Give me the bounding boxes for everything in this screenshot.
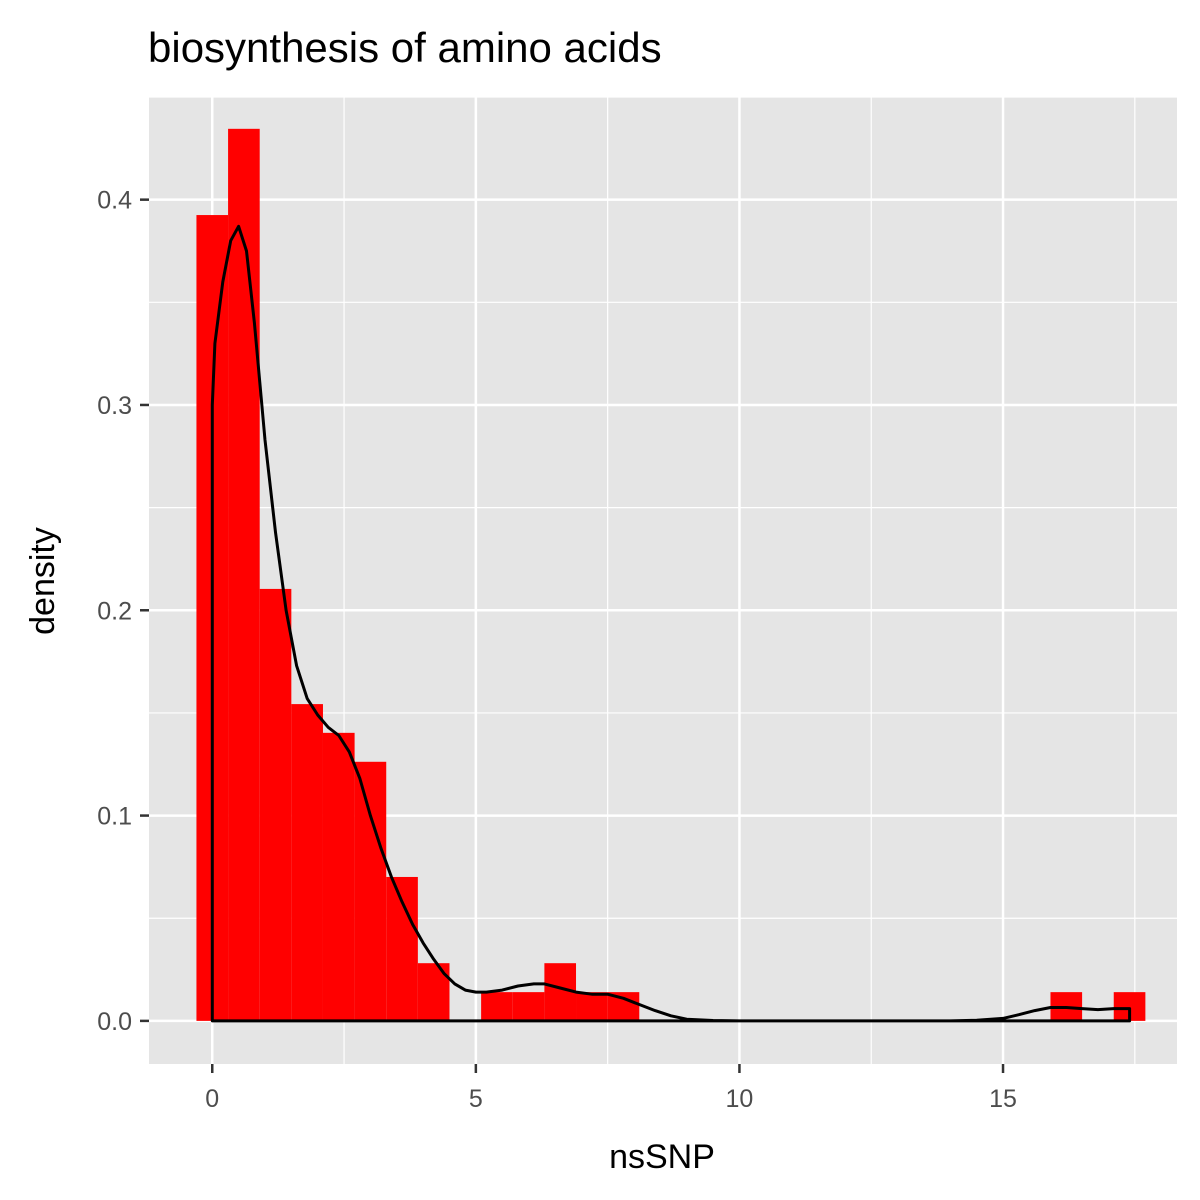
y-tick-label: 0.0 [97, 1008, 132, 1036]
y-tick-label: 0.2 [97, 597, 132, 625]
y-tick-label: 0.3 [97, 392, 132, 420]
x-axis: 0 5 10 15 [205, 1064, 1017, 1113]
histogram-bar [354, 761, 387, 1021]
x-tick-label: 0 [205, 1085, 219, 1113]
y-tick-label: 0.4 [97, 187, 132, 215]
x-tick-label: 5 [469, 1085, 483, 1113]
histogram-bar [259, 588, 292, 1021]
x-tick-label: 10 [726, 1085, 754, 1113]
histogram-bar [291, 704, 323, 1021]
density-curve-layer [210, 224, 1132, 1023]
histogram-bar [576, 992, 608, 1021]
density-curve [210, 224, 1132, 1023]
histogram-bar [512, 992, 545, 1021]
histogram-bar [417, 963, 450, 1021]
histogram-bar [228, 128, 260, 1021]
x-tick-label: 15 [989, 1085, 1017, 1113]
y-tick-label: 0.1 [97, 803, 132, 831]
y-axis-title: density [24, 527, 62, 635]
histogram-bar [322, 732, 355, 1021]
x-axis-title: nsSNP [609, 1138, 715, 1176]
histogram-bars [196, 128, 1146, 1021]
y-axis: 0.0 0.1 0.2 0.3 0.4 [97, 187, 149, 1036]
chart-title: biosynthesis of amino acids [148, 24, 662, 71]
histogram-bar [481, 992, 513, 1021]
